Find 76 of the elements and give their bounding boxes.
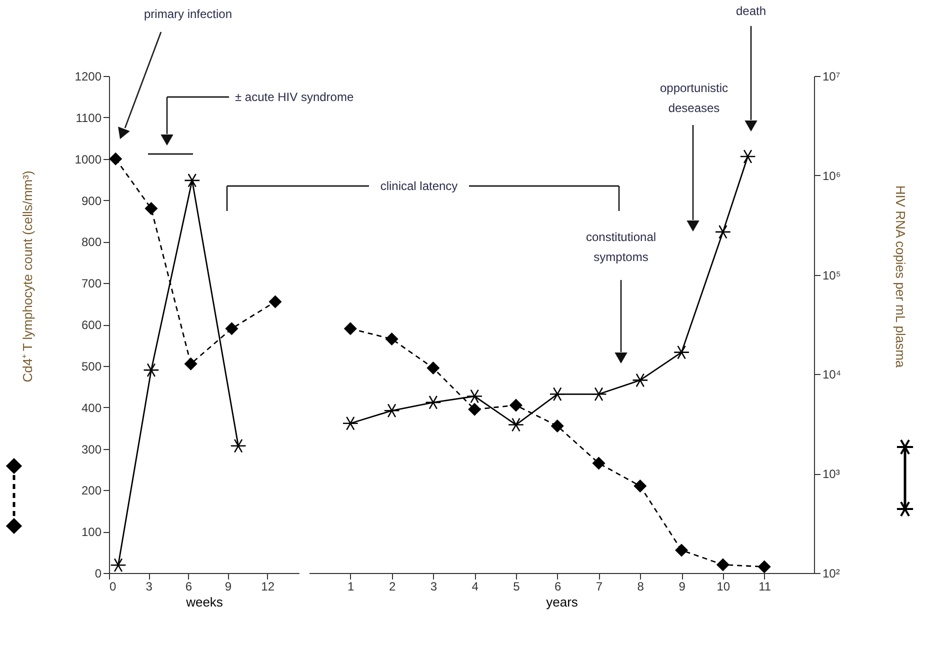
- annotation: constitutional symptoms: [586, 230, 656, 264]
- x-tick-label: 11: [758, 580, 772, 594]
- point: [385, 332, 398, 346]
- y2-axis-title: HIV RNA copies per mL plasma: [893, 185, 908, 368]
- point: [225, 322, 238, 336]
- point: [549, 387, 566, 402]
- point: [590, 387, 607, 402]
- point: [673, 345, 690, 360]
- y-tick-label: 500: [81, 359, 102, 374]
- point: [344, 322, 357, 336]
- y2-tick-label: 10⁵: [822, 268, 841, 282]
- point: [740, 149, 756, 164]
- y-tick-label: 1100: [76, 110, 102, 125]
- point: [342, 416, 358, 430]
- y2-tick-label: 10⁷: [822, 70, 840, 84]
- y-tick-label: 1000: [74, 152, 102, 166]
- x-axis-title: weeks: [185, 594, 224, 610]
- point: [468, 402, 482, 416]
- y2-tick-label: 10²: [822, 566, 840, 580]
- point: [632, 373, 648, 388]
- point: [714, 224, 731, 239]
- x-tick-label: 10: [716, 580, 730, 594]
- annotation: opportunistic deseases: [660, 81, 728, 115]
- point: [184, 173, 200, 188]
- annotation: ± acute HIV syndrome: [235, 90, 354, 104]
- point: [143, 363, 160, 378]
- y-tick-label: 700: [81, 276, 102, 291]
- y-tick-label: 1200: [74, 70, 102, 84]
- point: [675, 544, 688, 557]
- point: [508, 418, 524, 432]
- text: primary infection: [144, 7, 232, 21]
- x-tick-label: 6: [185, 580, 192, 594]
- point: [384, 404, 400, 418]
- y2-tick-label: 10³: [822, 467, 840, 482]
- x-tick-label: 4: [472, 580, 479, 594]
- y-tick-label: 300: [81, 442, 102, 456]
- point: [592, 456, 606, 470]
- x-tick-label: 8: [637, 580, 644, 594]
- x-tick-label: 3: [430, 580, 438, 594]
- text: death: [736, 4, 766, 18]
- x-tick-label: 9: [224, 580, 232, 594]
- y-tick-label: 800: [81, 235, 102, 250]
- y-axis-title: Cd4⁺ T lymphocyte count (cells/mm³): [20, 170, 35, 382]
- x-tick-label: 6: [554, 580, 562, 594]
- y2-tick-label: 10⁴: [822, 368, 842, 382]
- x-tick-label: 3: [146, 580, 153, 594]
- point: [184, 357, 198, 370]
- point: [230, 438, 246, 453]
- y-tick-label: 200: [81, 484, 102, 498]
- point: [550, 419, 564, 432]
- y-tick-label: 100: [81, 525, 102, 540]
- x-tick-label: 5: [513, 580, 520, 594]
- point: [758, 560, 771, 574]
- x-axis-title: years: [546, 594, 578, 610]
- y-tick-label: 900: [81, 194, 102, 208]
- x-tick-label: 9: [678, 580, 686, 594]
- point: [426, 361, 440, 375]
- x-tick-label: 12: [261, 580, 275, 594]
- y2-tick-label: 10⁶: [822, 168, 841, 183]
- annotation: clinical latency: [380, 179, 458, 193]
- y-tick-label: 400: [81, 400, 102, 415]
- point: [634, 480, 647, 493]
- y-tick-label: 600: [81, 318, 102, 332]
- point: [109, 152, 122, 166]
- point: [110, 558, 126, 572]
- point: [509, 398, 522, 412]
- x-tick-label: 0: [110, 580, 116, 594]
- x-tick-label: 7: [596, 580, 603, 594]
- point: [425, 395, 442, 410]
- x-tick-label: 1: [348, 580, 355, 594]
- point: [716, 558, 730, 572]
- point: [466, 389, 483, 404]
- point: [144, 202, 158, 216]
- x-tick-label: 2: [388, 580, 396, 594]
- y-tick-label: 0: [94, 566, 102, 580]
- point: [268, 295, 282, 308]
